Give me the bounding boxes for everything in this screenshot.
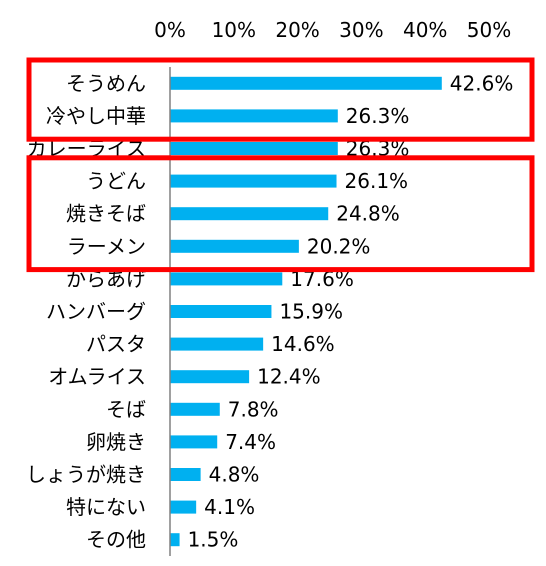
data-label: 7.8%: [228, 397, 279, 421]
category-label: パスタ: [86, 332, 146, 356]
bar: [170, 337, 264, 351]
bar: [170, 435, 218, 449]
data-label: 4.8%: [209, 463, 260, 487]
category-label: 卵焼き: [86, 430, 146, 454]
data-label: 24.8%: [336, 202, 400, 226]
data-label: 4.1%: [204, 495, 255, 519]
bar: [170, 76, 442, 90]
category-labels: そうめん冷やし中華カレーライスうどん焼きそばラーメンからあげハンバーグパスタオム…: [26, 71, 146, 551]
bar: [170, 468, 201, 481]
bar: [170, 533, 180, 547]
category-label: その他: [86, 528, 146, 552]
category-label: しょうが焼き: [26, 463, 146, 487]
bar: [170, 239, 299, 253]
data-label: 14.6%: [271, 332, 335, 356]
x-axis-tick-labels: 0% 10% 20% 30% 40% 50%: [154, 18, 511, 42]
x-tick-label: 20%: [275, 18, 319, 42]
data-label: 26.3%: [346, 104, 410, 128]
category-label: オムライス: [48, 365, 146, 389]
bar: [170, 305, 272, 318]
data-label: 42.6%: [450, 71, 514, 95]
bar: [170, 402, 220, 416]
x-tick-label: 50%: [467, 18, 511, 42]
x-tick-label: 40%: [403, 18, 447, 42]
data-label: 1.5%: [188, 528, 239, 552]
data-label: 7.4%: [225, 430, 276, 454]
category-label: そば: [106, 397, 146, 421]
x-tick-label: 30%: [339, 18, 383, 42]
highlight-box: [26, 155, 535, 273]
category-label: ハンバーグ: [46, 300, 146, 324]
highlight-boxes: [26, 57, 535, 273]
category-label: ラーメン: [67, 234, 146, 258]
category-label: 冷やし中華: [46, 104, 146, 128]
bar: [170, 207, 329, 221]
bar: [170, 370, 250, 384]
category-label: そうめん: [66, 71, 146, 95]
bars: [170, 76, 442, 547]
bar: [170, 142, 338, 155]
data-label: 15.9%: [279, 300, 343, 324]
bar: [170, 174, 337, 188]
data-label: 20.2%: [307, 234, 371, 258]
category-label: うどん: [86, 169, 146, 193]
x-tick-label: 10%: [212, 18, 256, 42]
data-label: 26.1%: [345, 169, 409, 193]
category-label: 焼きそば: [66, 202, 146, 226]
x-tick-label: 0%: [154, 18, 186, 42]
bar: [170, 109, 338, 123]
category-label: 特にない: [66, 495, 146, 519]
highlight-box: [26, 57, 535, 142]
bar: [170, 500, 197, 514]
data-label: 12.4%: [257, 365, 321, 389]
bar: [170, 272, 283, 286]
